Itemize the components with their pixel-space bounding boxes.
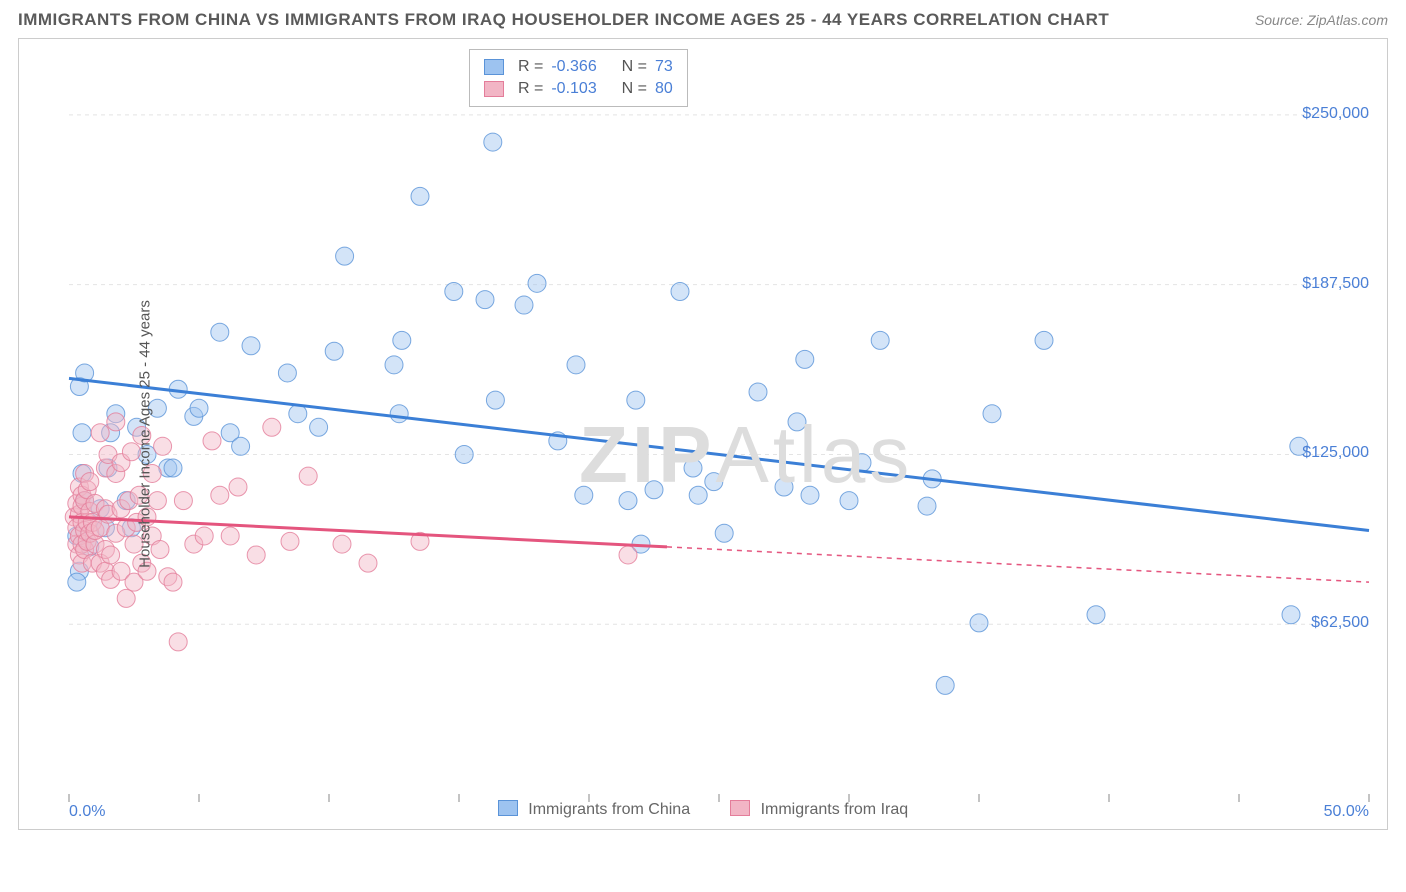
legend-label-iraq: Immigrants from Iraq — [761, 801, 909, 818]
stats-row-china: R = -0.366 N = 73 — [484, 56, 673, 78]
stats-N-iraq: 80 — [655, 80, 673, 98]
stats-N-label2: N = — [622, 80, 647, 98]
chart-container: ZIPAtlas Householder Income Ages 25 - 44… — [18, 38, 1388, 830]
legend-item-iraq: Immigrants from Iraq — [730, 800, 908, 819]
chart-header: IMMIGRANTS FROM CHINA VS IMMIGRANTS FROM… — [0, 0, 1406, 36]
stats-R-label: R = — [518, 58, 543, 76]
stats-N-label: N = — [622, 58, 647, 76]
stats-row-iraq: R = -0.103 N = 80 — [484, 78, 673, 100]
legend-label-china: Immigrants from China — [528, 801, 690, 818]
chart-title: IMMIGRANTS FROM CHINA VS IMMIGRANTS FROM… — [18, 10, 1109, 30]
y-axis-label: Householder Income Ages 25 - 44 years — [136, 300, 153, 568]
stats-R-label2: R = — [518, 80, 543, 98]
swatch-china-icon — [484, 59, 504, 75]
y-tick-label: $250,000 — [1302, 105, 1369, 123]
chart-svg — [19, 39, 1389, 831]
swatch-iraq-icon — [484, 81, 504, 97]
legend-item-china: Immigrants from China — [498, 800, 690, 819]
y-tick-label: $62,500 — [1311, 614, 1369, 632]
y-tick-label: $125,000 — [1302, 444, 1369, 462]
source-label: Source: ZipAtlas.com — [1255, 12, 1388, 28]
bottom-legend: Immigrants from China Immigrants from Ir… — [19, 800, 1387, 819]
stats-box: R = -0.366 N = 73 R = -0.103 N = 80 — [469, 49, 688, 107]
stats-R-china: -0.366 — [551, 58, 596, 76]
legend-swatch-iraq-icon — [730, 800, 750, 816]
y-tick-label: $187,500 — [1302, 275, 1369, 293]
stats-R-iraq: -0.103 — [551, 80, 596, 98]
stats-N-china: 73 — [655, 58, 673, 76]
legend-swatch-china-icon — [498, 800, 518, 816]
